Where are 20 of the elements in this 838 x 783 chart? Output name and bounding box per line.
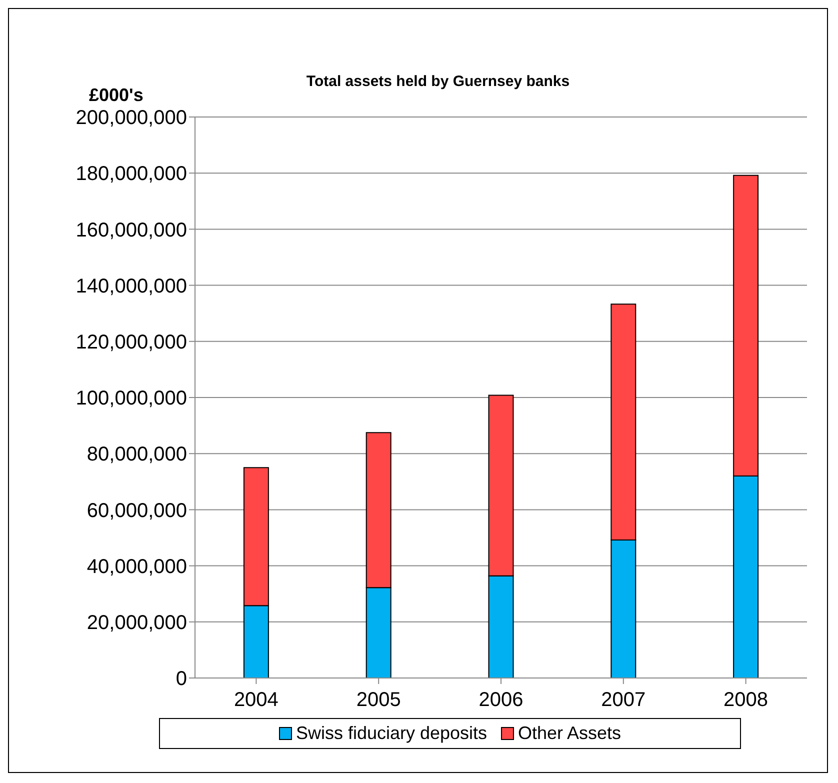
y-tick-label: 160,000,000	[76, 219, 187, 242]
y-tick-label: 180,000,000	[76, 163, 187, 186]
y-tick-label: 100,000,000	[76, 388, 187, 410]
legend-label: Swiss fiduciary deposits	[296, 723, 488, 744]
y-tick-label: 200,000,000	[76, 107, 187, 130]
y-tick-label: 120,000,000	[76, 332, 187, 354]
x-tick-label: 2004	[234, 689, 278, 712]
y-tick-label: 0	[176, 668, 187, 690]
y-tick-label: 20,000,000	[86, 612, 187, 634]
y-tick-label: 140,000,000	[76, 275, 187, 298]
x-tick-label: 2007	[601, 689, 646, 712]
y-tick-label: 80,000,000	[86, 444, 187, 466]
x-tick-label: 2008	[724, 689, 768, 712]
legend-label: Other Assets	[518, 723, 622, 744]
y-tick-label: 60,000,000	[86, 500, 187, 522]
y-tick-label: 40,000,000	[86, 556, 187, 578]
x-tick-label: 2005	[356, 689, 401, 712]
chart-title: Total assets held by Guernsey banks	[306, 73, 570, 90]
x-tick-label: 2006	[478, 689, 524, 712]
y-axis-title: £000's	[89, 85, 144, 106]
